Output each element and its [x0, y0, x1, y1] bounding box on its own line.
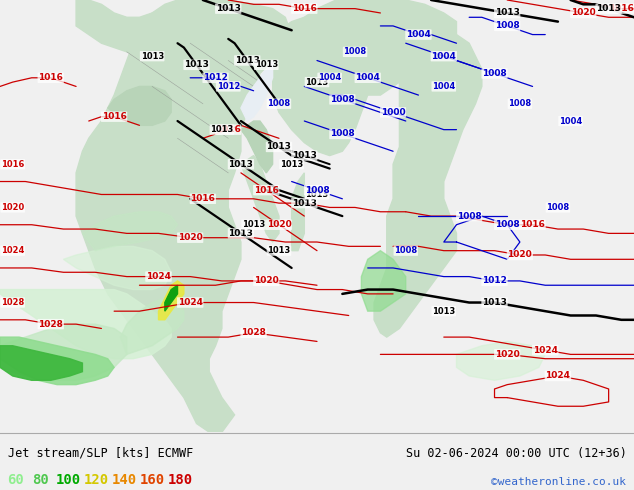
Polygon shape	[120, 298, 184, 354]
Text: 1024: 1024	[1, 246, 24, 255]
Polygon shape	[0, 337, 114, 385]
Text: 1020: 1020	[1, 203, 24, 212]
Text: 60: 60	[8, 473, 24, 487]
Text: 160: 160	[139, 473, 165, 487]
Text: 1020: 1020	[495, 350, 520, 359]
Text: 1013: 1013	[596, 4, 621, 13]
Text: 1008: 1008	[482, 69, 507, 78]
Text: 1013: 1013	[482, 298, 507, 307]
Text: 1008: 1008	[508, 99, 531, 108]
Text: 1013: 1013	[292, 198, 317, 208]
Polygon shape	[82, 212, 178, 251]
Text: 1008: 1008	[495, 220, 520, 229]
Text: 80: 80	[32, 473, 48, 487]
Text: 1013: 1013	[228, 229, 254, 238]
Text: 1013: 1013	[280, 160, 303, 169]
Text: 1028: 1028	[38, 319, 63, 329]
Text: Jet stream/SLP [kts] ECMWF: Jet stream/SLP [kts] ECMWF	[8, 447, 193, 460]
Text: 120: 120	[84, 473, 109, 487]
Text: 1012: 1012	[217, 82, 240, 91]
Polygon shape	[108, 86, 171, 125]
Polygon shape	[456, 342, 545, 380]
Polygon shape	[374, 30, 482, 337]
Text: 1016: 1016	[254, 186, 279, 195]
Text: 1013: 1013	[432, 307, 455, 316]
Text: 1013: 1013	[141, 51, 164, 61]
Text: 140: 140	[112, 473, 137, 487]
Text: 1012: 1012	[203, 74, 228, 82]
Text: 1013: 1013	[495, 8, 520, 18]
Text: 1020: 1020	[266, 220, 292, 229]
Polygon shape	[165, 285, 178, 311]
Text: 1016: 1016	[1, 160, 24, 169]
Text: 1020: 1020	[507, 250, 533, 260]
Polygon shape	[304, 0, 456, 95]
Text: 1004: 1004	[355, 74, 380, 82]
Polygon shape	[0, 346, 82, 380]
Text: 1020: 1020	[571, 8, 596, 18]
Text: 1024: 1024	[545, 371, 571, 381]
Text: 1008: 1008	[330, 129, 355, 139]
Polygon shape	[292, 173, 304, 251]
Text: 1013: 1013	[255, 60, 278, 69]
Text: 1004: 1004	[431, 51, 456, 61]
Text: 1012: 1012	[482, 276, 507, 285]
Text: 1013: 1013	[228, 160, 254, 169]
Text: 1024: 1024	[533, 345, 558, 355]
Text: 1013: 1013	[184, 60, 209, 69]
Text: 1020: 1020	[178, 233, 203, 242]
Polygon shape	[63, 246, 171, 290]
Text: 1008: 1008	[268, 99, 290, 108]
Polygon shape	[0, 324, 127, 380]
Text: 1013: 1013	[210, 125, 233, 134]
Polygon shape	[76, 0, 203, 56]
Text: 1008: 1008	[495, 22, 520, 30]
Text: 1016: 1016	[38, 74, 63, 82]
Text: 1016: 1016	[609, 4, 634, 13]
Text: 1013: 1013	[292, 151, 317, 160]
Polygon shape	[158, 281, 184, 320]
Text: 1008: 1008	[456, 212, 482, 220]
Text: 1013: 1013	[306, 77, 328, 87]
Polygon shape	[241, 156, 279, 242]
Polygon shape	[0, 290, 171, 359]
Text: 1008: 1008	[394, 246, 417, 255]
Text: 100: 100	[56, 473, 81, 487]
Text: ©weatheronline.co.uk: ©weatheronline.co.uk	[491, 477, 626, 487]
Text: 1016: 1016	[520, 220, 545, 229]
Text: 1008: 1008	[330, 95, 355, 104]
Polygon shape	[241, 60, 273, 121]
Text: 1000: 1000	[381, 108, 405, 117]
Text: 1004: 1004	[318, 74, 341, 82]
Text: 1016: 1016	[190, 195, 216, 203]
Text: 180: 180	[167, 473, 193, 487]
Polygon shape	[76, 0, 292, 432]
Text: 1013: 1013	[242, 220, 265, 229]
Text: 1004: 1004	[559, 117, 582, 125]
Polygon shape	[273, 17, 368, 156]
Text: 1008: 1008	[344, 48, 366, 56]
Text: 1008: 1008	[304, 186, 330, 195]
Text: 1020: 1020	[254, 276, 279, 285]
Text: 1008: 1008	[547, 203, 569, 212]
Text: 1004: 1004	[432, 82, 455, 91]
Text: 1016: 1016	[216, 125, 241, 134]
Text: 1024: 1024	[146, 272, 171, 281]
Polygon shape	[393, 302, 406, 320]
Text: 1013: 1013	[235, 56, 260, 65]
Text: Su 02-06-2024 00:00 UTC (12+36): Su 02-06-2024 00:00 UTC (12+36)	[406, 447, 626, 460]
Text: 1016: 1016	[292, 4, 317, 13]
Text: 1004: 1004	[406, 30, 431, 39]
Text: 1013: 1013	[268, 246, 290, 255]
Text: 1013: 1013	[216, 4, 241, 13]
Text: 1016: 1016	[101, 112, 127, 121]
Text: 1028: 1028	[241, 328, 266, 337]
Polygon shape	[361, 251, 406, 311]
Polygon shape	[241, 121, 273, 173]
Text: 1024: 1024	[178, 298, 203, 307]
Text: 1013: 1013	[266, 143, 292, 151]
Text: 1013: 1013	[306, 190, 328, 199]
Text: 1028: 1028	[1, 298, 24, 307]
